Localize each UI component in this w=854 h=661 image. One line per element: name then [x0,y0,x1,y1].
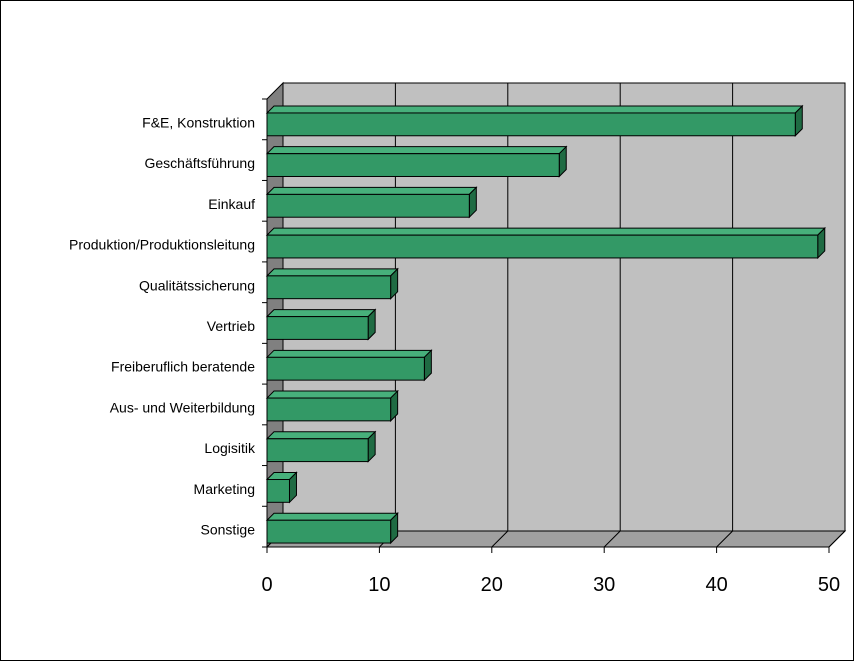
bar-freiberuflich-beratende [265,349,433,382]
bar-front [266,112,796,137]
category-label: Logisitik [204,440,256,456]
bar-front [266,234,819,259]
bar-front [266,397,392,422]
bar-top [265,146,568,155]
category-label: Sonstige [201,522,256,538]
category-labels: F&E, Konstruktion Geschäftsführung Einkauf… [69,114,256,537]
bar-front [266,193,470,218]
bar-top [265,268,399,277]
x-tick-labels: 0 10 20 30 40 50 [261,574,840,596]
bar-einkauf [265,186,478,219]
bar-aus-und-weiterbildung [265,389,399,423]
bar-geschaftsfuhrung [265,145,568,178]
bar-top [265,227,826,236]
category-label: Marketing [194,481,255,497]
bar-logisitik [265,430,377,463]
bar-produktion-produktionsleitung [265,226,826,260]
bar-front [266,316,369,340]
bar-front [266,519,392,544]
bar-top [265,512,399,521]
x-tick-label: 0 [261,574,272,596]
bar-front [266,275,392,300]
bar-top [265,431,377,440]
bar-top [265,186,478,195]
bar-top [265,105,804,114]
bar-front [266,153,560,177]
x-tick-label: 50 [818,574,840,596]
bar-qualitatssicherung [265,267,399,300]
bar-top [265,309,377,318]
category-label: Geschäftsführung [144,155,255,171]
bar-top [265,390,399,399]
bar-vertrieb [265,308,377,341]
axes [262,98,830,553]
bar-front [266,479,290,503]
bar-sonstige [265,512,399,545]
x-tick-label: 10 [368,574,390,596]
category-label: Vertrieb [207,318,255,334]
bar-front [266,438,369,463]
gridline [828,83,846,548]
bar-top [265,349,433,358]
bar-marketing [265,471,298,504]
category-label: Qualitätssicherung [139,277,255,293]
category-label: F&E, Konstruktion [142,114,255,130]
bar-f-e-konstruktion [265,104,804,137]
category-label: Einkauf [208,196,255,212]
category-label: Aus- und Weiterbildung [110,399,255,415]
x-tick-label: 40 [705,574,727,596]
category-label: Freiberuflich beratende [111,359,255,375]
x-tick-label: 30 [593,574,615,596]
x-tick-label: 20 [481,574,503,596]
category-label: Produktion/Produktionsleitung [69,237,255,253]
bar-front [266,356,425,381]
